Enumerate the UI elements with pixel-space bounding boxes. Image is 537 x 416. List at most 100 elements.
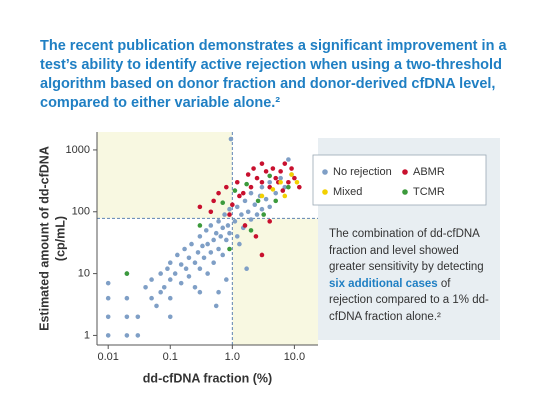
point (165, 266, 170, 271)
point (227, 230, 232, 236)
point (252, 202, 258, 208)
note-text: The combination of dd-cfDNA fraction and… (329, 228, 484, 273)
point (267, 204, 273, 210)
point (294, 179, 300, 185)
point (201, 255, 207, 261)
point (124, 271, 130, 276)
point (228, 136, 234, 142)
quadrant-shade (232, 218, 318, 345)
point (211, 198, 216, 204)
point (286, 179, 291, 185)
point (259, 193, 265, 199)
legend-label: TCMR (413, 186, 445, 198)
point (208, 250, 214, 255)
point (211, 260, 216, 266)
legend-label: Mixed (333, 186, 362, 198)
y-tick-label: 100 (72, 206, 90, 218)
point (175, 252, 180, 258)
point (253, 234, 259, 239)
legend-marker (322, 189, 328, 195)
point (230, 202, 235, 208)
point (251, 166, 256, 171)
point (273, 198, 279, 204)
point (182, 246, 187, 252)
point (205, 241, 210, 247)
point (135, 314, 141, 320)
point (267, 179, 273, 185)
point (105, 333, 111, 338)
quadrant-shade (97, 132, 233, 219)
point (248, 217, 254, 222)
point (270, 166, 276, 171)
y-tick-label: 1000 (66, 144, 90, 156)
point (282, 161, 288, 166)
point (259, 184, 265, 190)
point (237, 241, 242, 247)
point (227, 246, 232, 252)
point (240, 190, 246, 196)
point (172, 271, 178, 276)
point (208, 209, 214, 215)
point (222, 212, 227, 217)
point (208, 223, 214, 228)
point (158, 289, 163, 295)
point (263, 169, 269, 174)
y-axis-label: Estimated amount of dd-cfDNA (37, 146, 51, 331)
legend-label: No rejection (333, 166, 392, 178)
point (234, 179, 240, 185)
y-axis-label: (cp/mL) (53, 216, 67, 261)
point (225, 223, 231, 228)
point (197, 266, 203, 271)
point (234, 204, 240, 210)
legend-marker (402, 189, 408, 195)
point (259, 206, 265, 212)
point (278, 179, 283, 185)
point (297, 184, 302, 190)
heading: The recent publication demonstrates a si… (40, 38, 507, 111)
point (234, 234, 240, 239)
point (211, 237, 216, 243)
point (178, 262, 184, 267)
point (245, 172, 251, 177)
point (280, 188, 286, 193)
point (213, 303, 219, 309)
point (220, 200, 226, 206)
point (267, 173, 273, 179)
point (197, 234, 203, 239)
point (244, 181, 249, 187)
quadrant-shade (97, 218, 233, 345)
point (220, 225, 226, 231)
point (273, 175, 279, 181)
point (186, 274, 192, 279)
y-tick-label: 10 (78, 267, 90, 279)
point (282, 184, 288, 190)
point (254, 175, 260, 181)
point (205, 271, 210, 276)
y-tick-label: 1 (84, 329, 90, 341)
point (286, 157, 291, 162)
point (227, 206, 232, 212)
x-tick-label: 10.0 (284, 351, 305, 363)
point (242, 223, 248, 228)
x-axis-label: dd-cfDNA fraction (%) (143, 371, 272, 385)
point (216, 246, 221, 252)
point (245, 209, 251, 215)
point (195, 250, 201, 255)
point (224, 277, 229, 282)
point (186, 255, 192, 261)
point (183, 266, 189, 271)
point (242, 198, 248, 204)
legend-marker (402, 169, 408, 175)
point (261, 212, 266, 217)
point (232, 219, 238, 224)
point (218, 234, 224, 239)
point (197, 204, 203, 210)
legend-label: ABMR (413, 166, 445, 178)
point (200, 243, 205, 249)
legend: No rejection ABMR Mixed TCMR (322, 166, 445, 198)
point (282, 193, 288, 199)
point (248, 190, 254, 196)
point (167, 314, 173, 320)
point (154, 303, 159, 309)
